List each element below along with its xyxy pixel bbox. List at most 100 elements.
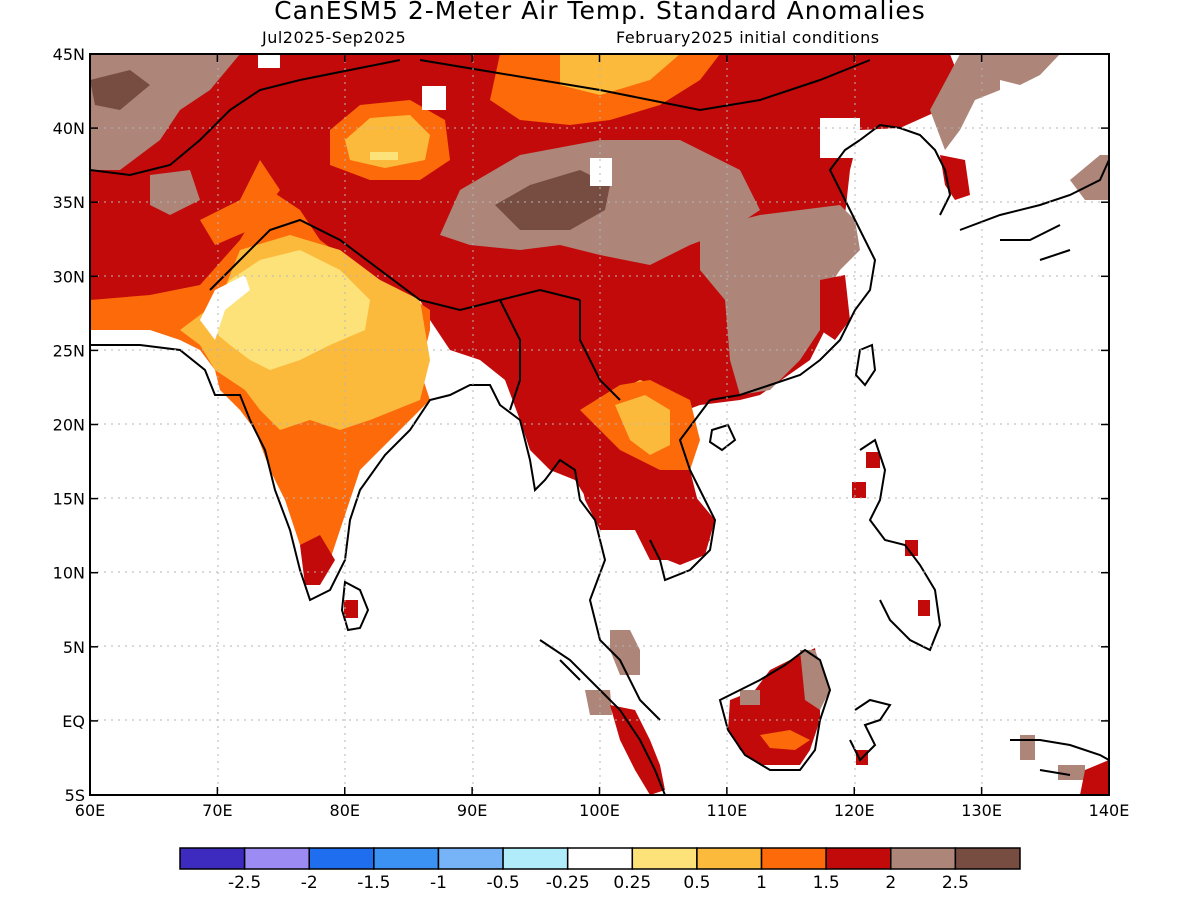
colorbar-swatch (179, 847, 246, 870)
colorbar-label: 2 (885, 873, 896, 893)
gap-white-1 (258, 54, 280, 68)
lat-tick-label: 40N (53, 119, 85, 138)
colorbar-swatch (631, 847, 698, 870)
region-malaya-grey (610, 630, 640, 675)
lat-tick-label: 30N (53, 267, 85, 286)
region-korea-red (940, 155, 970, 200)
colorbar-swatch (437, 847, 504, 870)
lon-axis: 60E 70E 80E 90E 100E 110E 120E 130E 140E (75, 54, 1130, 820)
colorbar-label: 2.5 (942, 873, 969, 893)
lat-tick-label: 5N (63, 638, 85, 657)
region-ph-red4 (905, 540, 918, 556)
colorbar-label: 0.25 (613, 873, 651, 893)
lon-tick-label: 70E (202, 801, 232, 820)
colorbar-swatch (373, 847, 440, 870)
region-japan-grey (1070, 155, 1109, 200)
coast-philippines (859, 438, 942, 652)
region-borneo-grey (740, 690, 760, 705)
region-korea-grey (930, 54, 1000, 150)
region-tibet-brown (495, 170, 610, 230)
init-subtitle: February2025 initial conditions (616, 28, 880, 47)
lon-tick-label: 120E (834, 801, 875, 820)
colorbar-swatch (825, 847, 892, 870)
lon-tick-label: 80E (330, 801, 360, 820)
colorbar-label: -0.25 (546, 873, 590, 893)
lat-tick-label: 45N (53, 45, 85, 64)
colorbar-swatch (890, 847, 957, 870)
colorbar-label: 0.5 (683, 873, 710, 893)
colorbar-label: -2 (301, 873, 318, 893)
coast-japan (959, 159, 1109, 261)
coast-china-south (709, 139, 877, 401)
gap-white-2 (422, 86, 446, 110)
lon-tick-label: 90E (457, 801, 487, 820)
lat-tick-label: 35N (53, 193, 85, 212)
colorbar-label: -1 (430, 873, 447, 893)
lat-tick-label: 10N (53, 564, 85, 583)
border-himalaya (90, 59, 581, 312)
region-nw-grey-small (150, 170, 200, 215)
coast-newguinea (1010, 739, 1109, 776)
colorbar-swatch (696, 847, 763, 870)
lon-tick-label: 100E (579, 801, 620, 820)
coastlines (90, 59, 1109, 795)
lon-tick-label: 110E (707, 801, 748, 820)
region-srilanka-red (344, 600, 358, 618)
lat-tick-label: 5S (65, 786, 85, 805)
region-yellow-bit (370, 152, 398, 160)
colorbar-label: -1.5 (357, 873, 390, 893)
region-borneo-orange (760, 730, 810, 750)
border-myanmar (499, 299, 621, 411)
lon-tick-label: 140E (1089, 801, 1130, 820)
region-indochina-red2 (570, 430, 715, 565)
coast-borneo (718, 648, 832, 771)
region-orange-blob-light (345, 115, 430, 168)
season-subtitle: Jul2025-Sep2025 (262, 28, 407, 47)
gap-white-4 (820, 118, 860, 158)
colorbar-label: -2.5 (228, 873, 261, 893)
gap-white-3 (590, 158, 612, 186)
region-india-white (200, 275, 250, 340)
region-sumatra-red (610, 705, 665, 795)
region-ph-red3 (918, 600, 930, 616)
grid-lines (90, 54, 1109, 795)
region-east-china-red (820, 275, 850, 340)
colorbar-label: 1.5 (813, 873, 840, 893)
coast-china-north (859, 123, 952, 216)
coast-indochina (519, 419, 661, 721)
coast-india-west (90, 344, 521, 602)
coast-sulawesi (849, 698, 892, 762)
coast-sumatra (539, 639, 666, 795)
colorbar-swatch (502, 847, 569, 870)
region-newguinea-red (1080, 760, 1109, 795)
coast-vietnam (649, 399, 717, 582)
anomaly-field (90, 54, 1109, 795)
colorbar-swatch (954, 847, 1021, 870)
border-mongolia (419, 59, 871, 112)
lon-tick-label: 130E (961, 801, 1002, 820)
region-newguinea-grey2 (1020, 735, 1035, 760)
region-newguinea-grey (1058, 765, 1085, 780)
region-indochina-light2 (615, 395, 670, 455)
region-ph-red1 (866, 452, 880, 468)
region-sumatra-grey (585, 690, 612, 715)
chart-title: CanESM5 2-Meter Air Temp. Standard Anoma… (274, 0, 926, 25)
coast-hainan (708, 423, 737, 452)
region-ne-grey (1000, 54, 1060, 85)
lon-tick-label: 60E (75, 801, 105, 820)
lat-tick-label: 20N (53, 416, 85, 435)
colorbar-label: -0.5 (486, 873, 519, 893)
region-nw-india-orange (200, 160, 280, 245)
region-north-lt-orange (560, 54, 680, 95)
region-ph-red2 (852, 482, 866, 498)
coast-srilanka (340, 580, 370, 632)
lat-tick-label: 15N (53, 490, 85, 509)
region-east-china-grey (700, 205, 860, 395)
lat-tick-label: 25N (53, 341, 85, 360)
colorbar-swatch (308, 847, 375, 870)
lat-tick-label: EQ (62, 712, 85, 731)
colorbar-swatch (760, 847, 827, 870)
coast-taiwan (854, 343, 877, 387)
colorbar-swatch (243, 847, 310, 870)
lat-axis: 45N 40N 35N 30N 25N 20N 15N 10N 5N EQ 5S (53, 45, 1109, 805)
